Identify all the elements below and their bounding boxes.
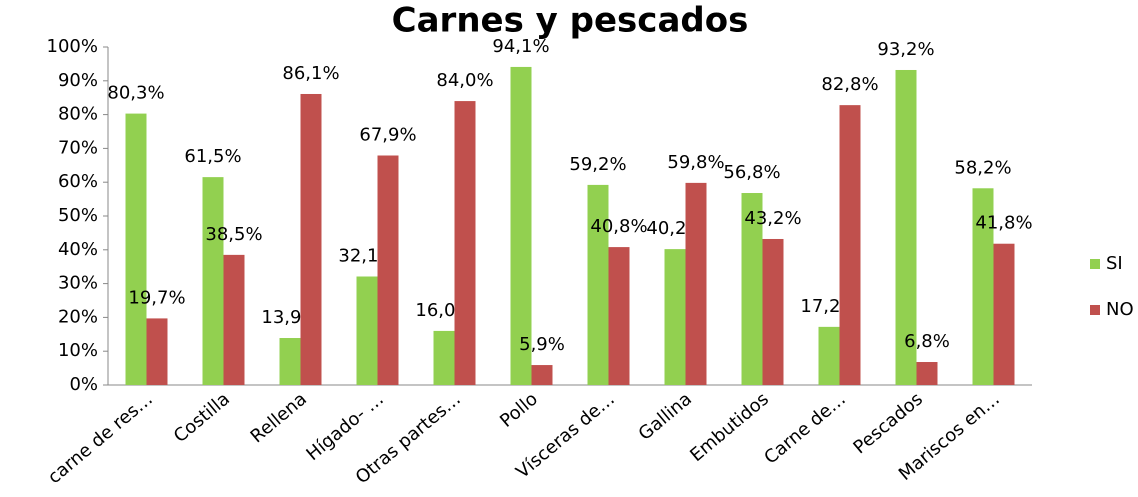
x-tick-label: Embutidos [686,389,773,467]
x-tick-label: Pollo [496,389,542,432]
value-label: 93,2% [877,39,934,60]
y-tick-label: 70% [58,137,98,158]
y-tick-label: 10% [58,340,98,361]
bar [993,243,1015,385]
value-label: 94,1% [492,36,549,57]
bar [279,338,301,385]
value-label: 41,8% [975,213,1032,234]
y-tick-label: 60% [58,171,98,192]
legend-label: NO [1106,299,1134,320]
value-label: 56,8% [723,162,780,183]
value-label: 59,2% [569,154,626,175]
bar [223,254,245,385]
value-label: 19,7% [128,287,185,308]
y-tick-label: 50% [58,205,98,226]
x-tick-label: carne de res… [44,389,157,489]
y-tick-label: 40% [58,239,98,260]
value-label: 61,5% [184,146,241,167]
bar [146,318,168,385]
x-tick-label: Rellena [247,389,311,448]
value-label: 84,0% [436,70,493,91]
y-tick-label: 30% [58,273,98,294]
value-label: 58,2% [954,157,1011,178]
value-label: 6,8% [904,331,950,352]
bar [454,101,476,385]
value-label: 43,2% [744,208,801,229]
value-label: 5,9% [519,334,565,355]
bar [741,193,763,385]
legend-swatch [1090,259,1100,269]
bar [685,182,707,385]
value-label: 80,3% [107,83,164,104]
bar [300,93,322,386]
bar [510,66,532,385]
x-tick-label: Costilla [170,389,234,448]
y-tick-label: 90% [58,70,98,91]
x-tick-label: Gallina [635,389,696,445]
bar [664,249,686,385]
y-tick-label: 20% [58,306,98,327]
value-label: 86,1% [282,63,339,84]
legend-swatch [1090,305,1100,315]
x-tick-label: Pescados [850,389,927,459]
bar [377,155,399,385]
y-tick-label: 100% [47,36,98,57]
bar [972,188,994,385]
value-label: 59,8% [667,152,724,173]
bar [818,326,840,385]
bar [839,105,861,386]
y-tick-label: 80% [58,104,98,125]
bar [202,177,224,385]
bar [531,365,553,385]
bar [356,276,378,385]
y-tick-label: 0% [69,374,98,395]
value-label: 40,8% [590,216,647,237]
value-label: 82,8% [821,74,878,95]
bar [916,362,938,385]
bar [125,113,147,385]
bar [433,330,455,385]
chart-title: Carnes y pescados [392,1,749,41]
bar [608,247,630,385]
x-tick-label: Carne de… [760,389,850,469]
legend-label: SI [1106,253,1123,274]
value-label: 67,9% [359,124,416,145]
bar [895,69,917,385]
value-label: 38,5% [205,224,262,245]
bar [762,238,784,385]
bar [587,184,609,385]
